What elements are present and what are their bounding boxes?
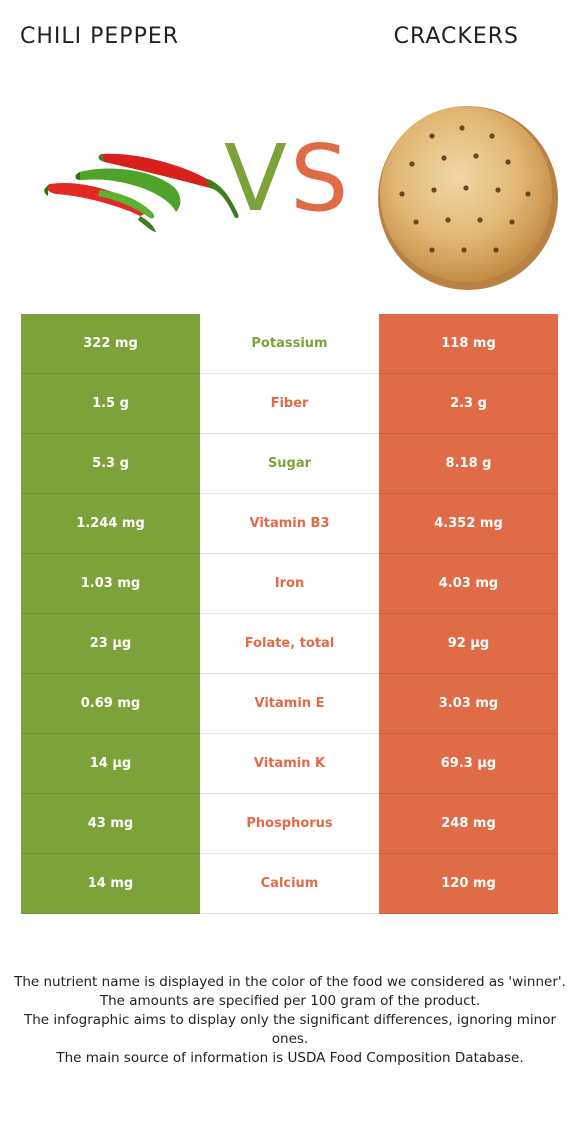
right-value: 4.03 mg: [379, 554, 558, 614]
nutrient-name: Potassium: [200, 314, 379, 373]
left-value: 5.3 g: [21, 434, 200, 494]
left-value: 23 µg: [21, 614, 200, 674]
vs-letter-s: S: [290, 125, 349, 232]
right-value: 2.3 g: [379, 374, 558, 434]
table-row: 14 mg Calcium 120 mg: [21, 854, 558, 914]
footnote: The nutrient name is displayed in the co…: [12, 973, 568, 1068]
footnote-line-2: The amounts are specified per 100 gram o…: [99, 993, 481, 1009]
nutrient-comparison-table: 322 mg Potassium 118 mg 1.5 g Fiber 2.3 g 5.3 …: [21, 314, 558, 914]
vs-letter-v: V: [224, 125, 287, 232]
left-value: 14 µg: [21, 734, 200, 794]
right-value: 92 µg: [379, 614, 558, 674]
left-value: 1.03 mg: [21, 554, 200, 614]
table-row: 1.03 mg Iron 4.03 mg: [21, 554, 558, 614]
table-row: 5.3 g Sugar 8.18 g: [21, 434, 558, 494]
right-food-title: CRACKERS: [393, 24, 519, 49]
left-value: 43 mg: [21, 794, 200, 854]
left-value: 14 mg: [21, 854, 200, 914]
cracker-icon: [378, 106, 558, 290]
right-value: 4.352 mg: [379, 494, 558, 554]
left-value: 322 mg: [21, 314, 200, 374]
right-value: 8.18 g: [379, 434, 558, 494]
table-row: 23 µg Folate, total 92 µg: [21, 614, 558, 674]
left-food-title: CHILI PEPPER: [20, 24, 180, 49]
table-row: 1.5 g Fiber 2.3 g: [21, 374, 558, 434]
table-row: 1.244 mg Vitamin B3 4.352 mg: [21, 494, 558, 554]
nutrient-name: Calcium: [200, 854, 379, 913]
nutrient-name: Phosphorus: [200, 794, 379, 853]
nutrient-name: Vitamin E: [200, 674, 379, 733]
left-value: 0.69 mg: [21, 674, 200, 734]
footnote-line-1: The nutrient name is displayed in the co…: [14, 974, 566, 990]
right-value: 3.03 mg: [379, 674, 558, 734]
right-value: 248 mg: [379, 794, 558, 854]
footnote-line-4: The main source of information is USDA F…: [56, 1050, 524, 1066]
right-value: 120 mg: [379, 854, 558, 914]
chili-pepper-icon: [44, 153, 239, 232]
left-value: 1.244 mg: [21, 494, 200, 554]
nutrient-name: Folate, total: [200, 614, 379, 673]
left-value: 1.5 g: [21, 374, 200, 434]
table-row: 14 µg Vitamin K 69.3 µg: [21, 734, 558, 794]
nutrient-name: Vitamin B3: [200, 494, 379, 553]
nutrient-name: Vitamin K: [200, 734, 379, 793]
right-value: 69.3 µg: [379, 734, 558, 794]
right-value: 118 mg: [379, 314, 558, 374]
footnote-line-3: The infographic aims to display only the…: [23, 1012, 557, 1047]
nutrient-name: Sugar: [200, 434, 379, 493]
nutrient-name: Fiber: [200, 374, 379, 433]
nutrient-name: Iron: [200, 554, 379, 613]
table-row: 322 mg Potassium 118 mg: [21, 314, 558, 374]
table-row: 43 mg Phosphorus 248 mg: [21, 794, 558, 854]
table-row: 0.69 mg Vitamin E 3.03 mg: [21, 674, 558, 734]
